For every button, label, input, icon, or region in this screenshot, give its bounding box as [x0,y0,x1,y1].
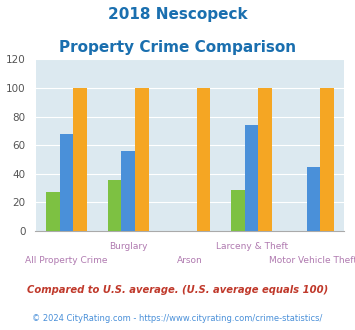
Bar [60,134,73,231]
Text: Arson: Arson [177,256,203,265]
Text: All Property Crime: All Property Crime [25,256,108,265]
Bar [320,88,334,231]
Bar [197,88,210,231]
Bar [121,151,135,231]
Bar [108,180,121,231]
Text: Burglary: Burglary [109,242,147,251]
Bar [135,88,148,231]
Text: © 2024 CityRating.com - https://www.cityrating.com/crime-statistics/: © 2024 CityRating.com - https://www.city… [32,314,323,323]
Bar [307,167,320,231]
Text: Property Crime Comparison: Property Crime Comparison [59,40,296,54]
Legend: Nescopeck, Pennsylvania, National: Nescopeck, Pennsylvania, National [28,326,351,330]
Text: Compared to U.S. average. (U.S. average equals 100): Compared to U.S. average. (U.S. average … [27,285,328,295]
Text: Larceny & Theft: Larceny & Theft [215,242,288,251]
Bar [73,88,87,231]
Bar [258,88,272,231]
Text: 2018 Nescopeck: 2018 Nescopeck [108,7,247,21]
Bar [46,192,60,231]
Text: Motor Vehicle Theft: Motor Vehicle Theft [269,256,355,265]
Bar [231,189,245,231]
Bar [245,125,258,231]
